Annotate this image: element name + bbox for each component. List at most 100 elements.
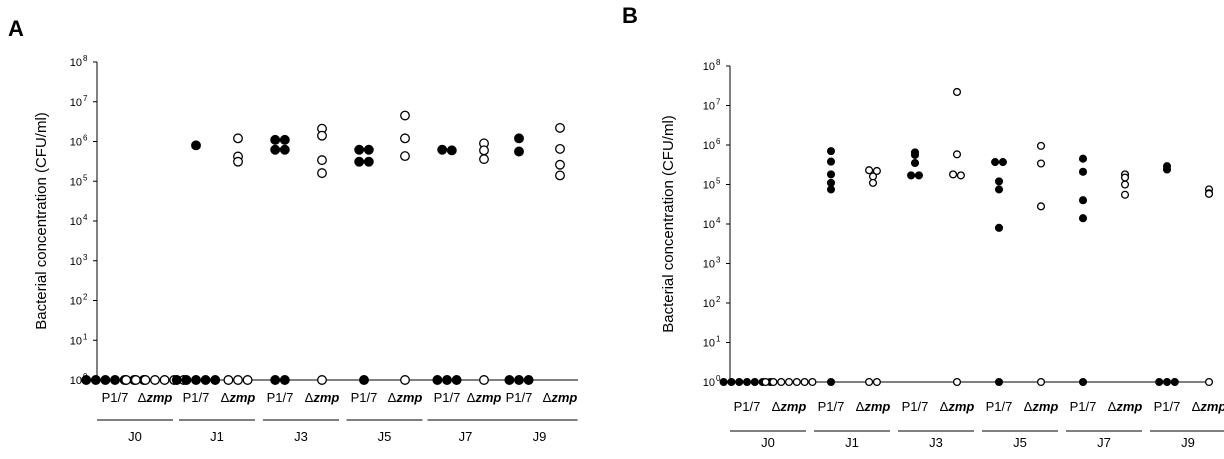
data-point-open [317, 130, 327, 141]
y-tick-exponent: 2 [83, 293, 88, 302]
data-point-filled [514, 133, 524, 144]
category-label: P1/7 [1154, 399, 1181, 414]
data-point-open [223, 375, 234, 385]
y-tick-label: 10 [703, 338, 715, 350]
data-point-filled [991, 158, 1000, 167]
category-label: P1/7 [902, 399, 929, 414]
panel-label-a: A [8, 16, 24, 41]
y-tick-exponent: 1 [716, 335, 721, 344]
data-point-open [400, 375, 410, 385]
group-label: J3 [294, 429, 308, 444]
y-tick-exponent: 6 [83, 134, 88, 143]
data-point-open [865, 166, 874, 175]
data-point-open [872, 377, 881, 387]
y-tick-exponent: 1 [83, 332, 88, 341]
group-label: J9 [1181, 435, 1195, 450]
data-point-open [317, 375, 327, 385]
data-point-open [1036, 377, 1046, 387]
category-label: P1/7 [351, 390, 378, 405]
y-tick-label: 10 [70, 216, 82, 228]
group-label: J7 [459, 429, 473, 444]
data-point-filled [446, 145, 457, 156]
group-label: J0 [128, 429, 142, 444]
group-label: J9 [533, 429, 547, 444]
y-tick-label: 10 [703, 180, 715, 192]
group-label: J7 [1097, 435, 1111, 450]
data-point-open [868, 178, 878, 187]
data-point-filled [826, 377, 836, 387]
data-point-filled [191, 375, 201, 385]
data-point-open [317, 155, 327, 166]
data-point-filled [451, 375, 462, 385]
data-point-filled [1170, 377, 1179, 387]
data-point-filled [1078, 377, 1088, 387]
data-point-filled [279, 375, 290, 385]
category-label: Δzmp [138, 390, 173, 405]
y-tick-label: 10 [70, 57, 82, 69]
data-point-open [555, 122, 565, 133]
data-point-filled [363, 144, 374, 155]
y-tick-exponent: 8 [83, 54, 88, 63]
data-point-filled [826, 178, 836, 187]
data-point-filled [437, 144, 448, 155]
data-point-open [242, 375, 253, 385]
data-point-open [555, 143, 565, 154]
data-point-filled [100, 375, 111, 385]
y-tick-exponent: 7 [716, 98, 721, 107]
data-point-open [808, 377, 817, 387]
data-point-open [1204, 377, 1214, 387]
y-tick-label: 10 [70, 97, 82, 109]
group-label: J5 [378, 429, 392, 444]
data-point-filled [270, 375, 281, 385]
group-label: J5 [1013, 435, 1027, 450]
data-point-filled [354, 144, 365, 155]
data-point-filled [994, 185, 1004, 194]
group-label: J1 [845, 435, 859, 450]
category-label: P1/7 [734, 399, 761, 414]
y-tick-exponent: 4 [83, 213, 88, 222]
data-point-filled [432, 375, 443, 385]
data-point-filled [279, 134, 290, 145]
category-label: Δzmp [543, 390, 578, 405]
category-label: Δzmp [772, 399, 807, 414]
data-point-open [952, 150, 962, 159]
data-point-open [479, 145, 489, 156]
category-label: Δzmp [856, 399, 891, 414]
category-label: Δzmp [221, 390, 256, 405]
data-point-filled [279, 144, 290, 155]
data-point-filled [1078, 214, 1088, 223]
category-label: Δzmp [1024, 399, 1059, 414]
category-label: Δzmp [1108, 399, 1143, 414]
data-point-open [949, 170, 958, 179]
data-point-open [872, 166, 881, 176]
data-point-open [400, 110, 410, 121]
data-point-filled [210, 375, 221, 385]
y-tick-exponent: 5 [83, 173, 88, 182]
y-tick-exponent: 6 [716, 137, 721, 146]
data-point-filled [719, 377, 728, 387]
data-point-filled [750, 377, 759, 387]
data-point-open [1120, 173, 1130, 182]
y-tick-exponent: 8 [716, 58, 721, 67]
data-point-filled [998, 158, 1007, 167]
data-point-filled [914, 171, 923, 180]
data-point-filled [826, 185, 836, 194]
data-point-filled [354, 156, 365, 167]
panel-label-b: B [622, 3, 638, 28]
data-point-filled [826, 147, 836, 156]
data-point-filled [171, 375, 182, 385]
category-label: P1/7 [102, 390, 129, 405]
y-tick-label: 10 [70, 375, 82, 387]
data-point-open [233, 133, 243, 144]
y-tick-label: 10 [703, 219, 715, 231]
data-point-open [769, 377, 778, 387]
data-point-open [233, 156, 243, 167]
data-point-open [479, 154, 489, 165]
group-label: J3 [929, 435, 943, 450]
data-point-open [792, 377, 801, 387]
data-point-open [317, 168, 327, 179]
data-point-filled [523, 375, 534, 385]
y-tick-label: 10 [70, 256, 82, 268]
